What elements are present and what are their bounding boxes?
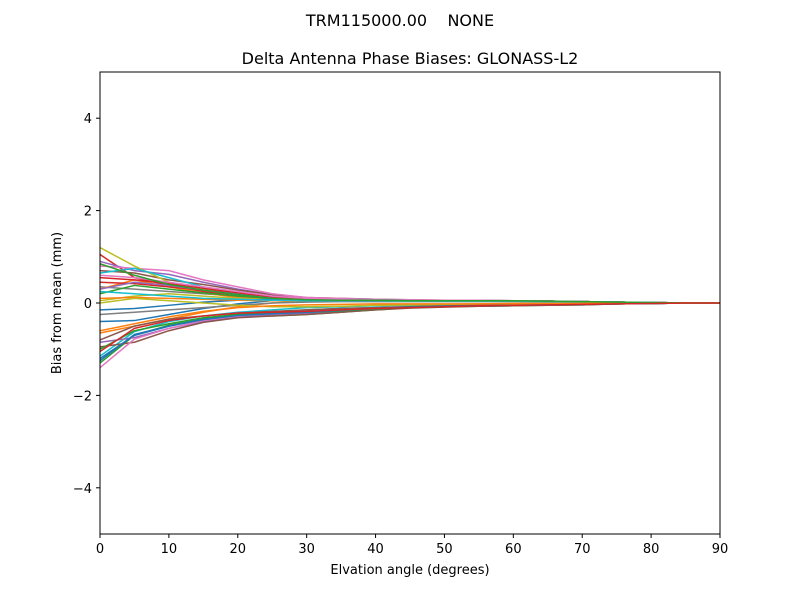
series-line-32 (99, 263, 720, 304)
x-tick-label: 50 (436, 542, 453, 557)
x-tick-label: 60 (505, 542, 522, 557)
x-tick-label: 10 (161, 542, 178, 557)
y-tick-label: 4 (84, 112, 92, 127)
y-axis-label: Bias from mean (mm) (50, 232, 65, 374)
y-tick-label: 2 (84, 205, 92, 220)
y-tick-label: −2 (73, 389, 92, 404)
x-axis-label: Elvation angle (degrees) (330, 563, 489, 578)
x-axis-ticks: 0 10 20 30 40 50 60 70 80 90 (96, 534, 728, 557)
x-tick-label: 70 (574, 542, 591, 557)
y-tick-label: 0 (84, 297, 92, 312)
y-axis-ticks: −4 −2 0 2 4 (73, 112, 100, 497)
x-tick-label: 20 (230, 542, 247, 557)
series-line-33 (99, 302, 720, 353)
plot-lines (99, 246, 720, 369)
x-tick-label: 80 (643, 542, 660, 557)
x-tick-label: 90 (712, 542, 729, 557)
x-tick-label: 40 (367, 542, 384, 557)
chart-title: Delta Antenna Phase Biases: GLONASS-L2 (242, 49, 579, 68)
x-tick-label: 0 (96, 542, 104, 557)
series-line-31 (99, 302, 720, 332)
x-tick-label: 30 (298, 542, 315, 557)
figure-suptitle: TRM115000.00 NONE (305, 11, 494, 30)
y-tick-label: −4 (73, 482, 92, 497)
